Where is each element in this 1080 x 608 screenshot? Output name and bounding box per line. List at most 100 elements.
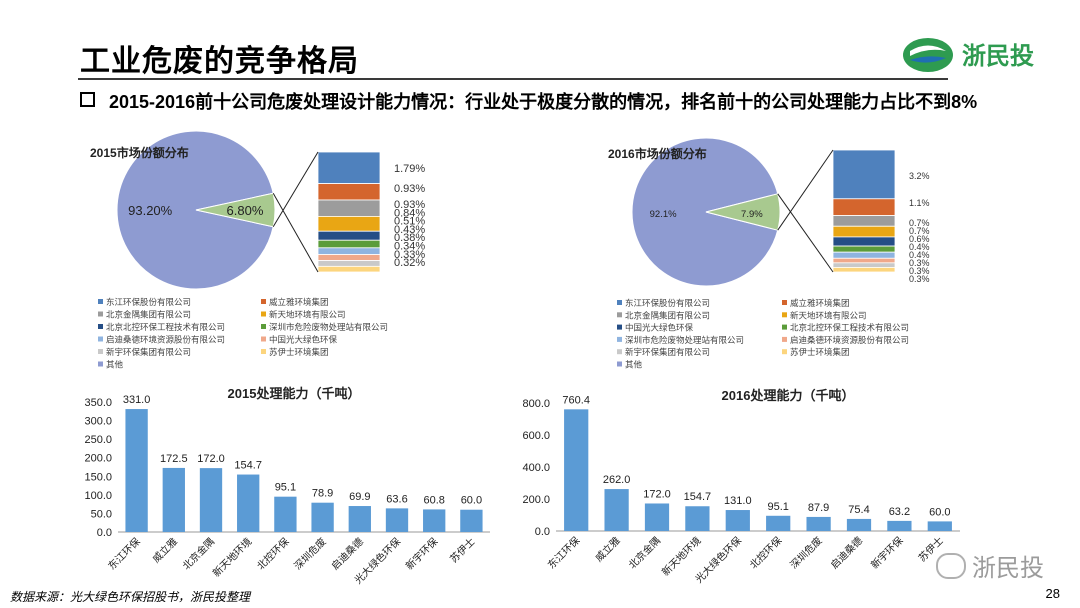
connector-line (777, 149, 834, 231)
y-tick-label: 0.0 (97, 527, 112, 539)
breakdown-label: 0.51% (394, 216, 425, 228)
page-subtitle: 2015-2016前十公司危废处理设计能力情况：行业处于极度分散的情况，排名前十… (80, 88, 977, 114)
bar (604, 489, 629, 531)
breakdown-label: 0.4% (909, 250, 930, 260)
connector-line (272, 151, 319, 228)
pie-label-other: 92.1% (650, 209, 677, 220)
breakdown-label: 3.2% (909, 171, 930, 181)
pie-slice-other (631, 137, 779, 287)
bar-value-label: 331.0 (123, 394, 151, 406)
legend-entry: 中国光大绿色环保 (625, 323, 694, 333)
wechat-icon (936, 553, 966, 579)
bar-value-label: 172.0 (197, 453, 225, 465)
bar-value-label: 154.7 (234, 460, 262, 472)
bar-value-label: 262.0 (603, 474, 631, 486)
bar (385, 508, 409, 532)
legend-swatch (261, 299, 266, 304)
bar (846, 518, 872, 531)
legend-entry: 新天地环境有限公司 (269, 310, 346, 320)
breakdown-label: 1.1% (909, 198, 930, 208)
legend-swatch (98, 299, 103, 304)
bullet-box-icon (80, 92, 95, 107)
breakdown-label: 0.3% (909, 258, 930, 268)
breakdown-label: 0.7% (909, 218, 930, 228)
bar-chart-title: 2015处理能力（千吨） (228, 386, 361, 401)
pie-slice-other (116, 130, 274, 290)
bar-value-label: 60.8 (423, 494, 444, 506)
title-divider (78, 78, 948, 80)
y-tick-label: 150.0 (84, 471, 112, 483)
y-tick-label: 600.0 (522, 430, 550, 442)
y-tick-label: 200.0 (522, 494, 550, 506)
legend-swatch (98, 361, 103, 367)
legend-entry: 北京北控环保工程技术有限公司 (790, 323, 909, 333)
x-tick-label: 新天地环境 (659, 534, 704, 579)
bar-value-label: 760.4 (562, 394, 590, 406)
x-tick-label: 东江环保 (545, 534, 582, 571)
bar (766, 515, 791, 531)
bar (237, 474, 260, 532)
legend-entry: 其他 (625, 360, 643, 370)
legend-entry: 新天地环境有限公司 (790, 310, 867, 320)
watermark: 浙民投 (936, 548, 1044, 583)
pie-label-other: 93.20% (128, 203, 173, 218)
bar-chart-title: 2016处理能力（千吨） (722, 388, 855, 403)
x-tick-label: 北控环保 (747, 534, 784, 571)
bar-value-label: 131.0 (724, 495, 752, 507)
breakdown-label: 0.7% (909, 226, 930, 236)
bar (564, 409, 589, 531)
y-tick-label: 50.0 (91, 508, 112, 520)
logo-text: 浙民投 (962, 43, 1034, 70)
bar (199, 468, 223, 532)
legend-entry: 东江环保股份有限公司 (625, 298, 710, 308)
watermark-text: 浙民投 (972, 555, 1044, 582)
breakdown-segment (317, 151, 381, 184)
legend-swatch (261, 324, 266, 329)
breakdown-segment (317, 265, 381, 273)
bar-value-label: 172.5 (160, 453, 188, 465)
bar (644, 503, 670, 531)
legend-entry: 新宇环保集团有限公司 (625, 347, 710, 357)
legend-swatch (261, 349, 266, 354)
breakdown-label: 0.3% (909, 266, 930, 276)
bar-value-label: 75.4 (848, 504, 869, 516)
legend-swatch (617, 324, 622, 330)
breakdown-label: 0.38% (394, 232, 425, 244)
bar-value-label: 69.9 (349, 491, 370, 503)
legend-swatch (261, 311, 266, 317)
y-tick-label: 100.0 (84, 490, 112, 502)
page-title: 工业危废的竞争格局 (80, 45, 359, 78)
legend-entry: 其他 (106, 360, 124, 370)
breakdown-label: 0.3% (909, 274, 930, 284)
legend-entry: 北京金隅集团有限公司 (625, 310, 710, 320)
legend-entry: 威立雅环境集团 (790, 298, 850, 308)
bar (423, 509, 446, 532)
x-tick-label: 威立雅 (592, 534, 622, 564)
bar (311, 502, 334, 532)
pie-label-top10: 6.80% (227, 203, 264, 218)
pie-title: 2016市场份额分布 (608, 146, 707, 161)
x-tick-label: 启迪桑德 (828, 534, 865, 571)
legend-entry: 深圳市危险废物处理站有限公司 (269, 322, 388, 332)
legend-entry: 北京金隅集团有限公司 (106, 310, 191, 320)
legend-swatch (617, 349, 622, 355)
y-tick-label: 300.0 (84, 416, 112, 428)
legend-swatch (98, 336, 103, 342)
y-tick-label: 350.0 (84, 397, 112, 409)
legend-swatch (617, 361, 622, 367)
bar (806, 516, 831, 531)
bar (125, 409, 148, 532)
breakdown-label: 0.84% (394, 207, 425, 219)
logo-icon (903, 38, 953, 72)
y-tick-label: 250.0 (84, 434, 112, 446)
company-logo: 浙民投 (903, 38, 1034, 72)
connector-line (272, 193, 319, 273)
breakdown-label: 0.43% (394, 224, 425, 236)
bar-value-label: 87.9 (808, 502, 829, 514)
legend-entry: 启迪桑德环境资源股份有限公司 (790, 335, 909, 345)
pie-title: 2015市场份额分布 (90, 145, 189, 160)
legend-swatch (261, 336, 266, 342)
